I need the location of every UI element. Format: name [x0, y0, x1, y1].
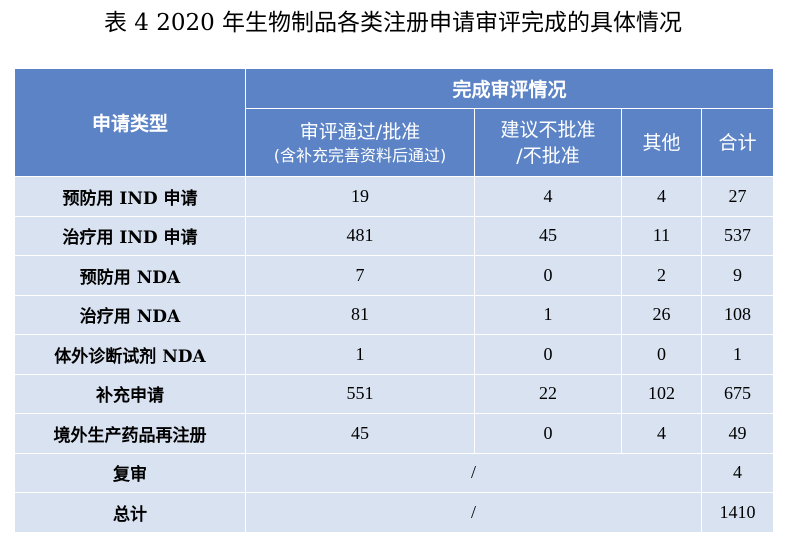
table-title: 表 4 2020 年生物制品各类注册申请审评完成的具体情况 — [103, 10, 683, 36]
table-row-review: 复审 / 4 — [14, 452, 774, 493]
cell-rejected: 0 — [474, 334, 622, 375]
cell-approved: 45 — [245, 413, 475, 454]
cell-approved: 1 — [245, 334, 475, 375]
cell-total: 9 — [701, 255, 774, 296]
cell-total: 675 — [701, 373, 774, 414]
cell-merged: / — [245, 452, 702, 493]
header-application-type: 申请类型 — [14, 68, 246, 177]
cell-total: 4 — [701, 452, 774, 493]
cell-other: 4 — [621, 413, 702, 454]
header-rejected-line2: /不批准 — [516, 144, 580, 167]
cell-rejected: 22 — [474, 373, 622, 414]
row-type: 境外生产药品再注册 — [14, 413, 246, 454]
row-type: 治疗用 IND 申请 — [14, 215, 246, 256]
cell-approved: 19 — [245, 176, 475, 217]
row-type: 体外诊断试剂 NDA — [14, 334, 246, 375]
cell-total: 27 — [701, 176, 774, 217]
header-approved-line2: (含补充完善资料后通过) — [273, 145, 447, 165]
cell-other: 26 — [621, 294, 702, 335]
cell-total: 537 — [701, 215, 774, 256]
table-row: 预防用 IND 申请 19 4 4 27 — [14, 176, 774, 217]
cell-other: 0 — [621, 334, 702, 375]
cell-other: 102 — [621, 373, 702, 414]
cell-approved: 481 — [245, 215, 475, 256]
row-type: 预防用 NDA — [14, 255, 246, 296]
cell-rejected: 0 — [474, 255, 622, 296]
table-row-grand-total: 总计 / 1410 — [14, 492, 774, 533]
row-type: 补充申请 — [14, 373, 246, 414]
cell-total: 108 — [701, 294, 774, 335]
cell-other: 2 — [621, 255, 702, 296]
table-row: 补充申请 551 22 102 675 — [14, 373, 774, 414]
row-type: 治疗用 NDA — [14, 294, 246, 335]
cell-other: 4 — [621, 176, 702, 217]
header-approved-line1: 审评通过/批准 — [299, 120, 421, 143]
header-review-completion: 完成审评情况 — [245, 68, 774, 109]
registration-review-table: 申请类型 完成审评情况 审评通过/批准 (含补充完善资料后通过) 建议不批准 /… — [14, 68, 774, 533]
table-row: 治疗用 IND 申请 481 45 11 537 — [14, 215, 774, 256]
header-total: 合计 — [701, 108, 774, 177]
cell-approved: 81 — [245, 294, 475, 335]
table-row: 治疗用 NDA 81 1 26 108 — [14, 294, 774, 335]
cell-total: 1410 — [701, 492, 774, 533]
table-row: 境外生产药品再注册 45 0 4 49 — [14, 413, 774, 454]
header-other: 其他 — [621, 108, 702, 177]
cell-other: 11 — [621, 215, 702, 256]
cell-approved: 551 — [245, 373, 475, 414]
cell-approved: 7 — [245, 255, 475, 296]
cell-rejected: 1 — [474, 294, 622, 335]
table-row: 预防用 NDA 7 0 2 9 — [14, 255, 774, 296]
header-rejected: 建议不批准 /不批准 — [474, 108, 622, 177]
table-row: 体外诊断试剂 NDA 1 0 0 1 — [14, 334, 774, 375]
header-approved: 审评通过/批准 (含补充完善资料后通过) — [245, 108, 475, 177]
cell-total: 49 — [701, 413, 774, 454]
cell-merged: / — [245, 492, 702, 533]
row-type: 总计 — [14, 492, 246, 533]
cell-rejected: 4 — [474, 176, 622, 217]
row-type: 预防用 IND 申请 — [14, 176, 246, 217]
row-type: 复审 — [14, 452, 246, 493]
header-rejected-line1: 建议不批准 — [500, 118, 596, 141]
cell-rejected: 0 — [474, 413, 622, 454]
cell-total: 1 — [701, 334, 774, 375]
cell-rejected: 45 — [474, 215, 622, 256]
